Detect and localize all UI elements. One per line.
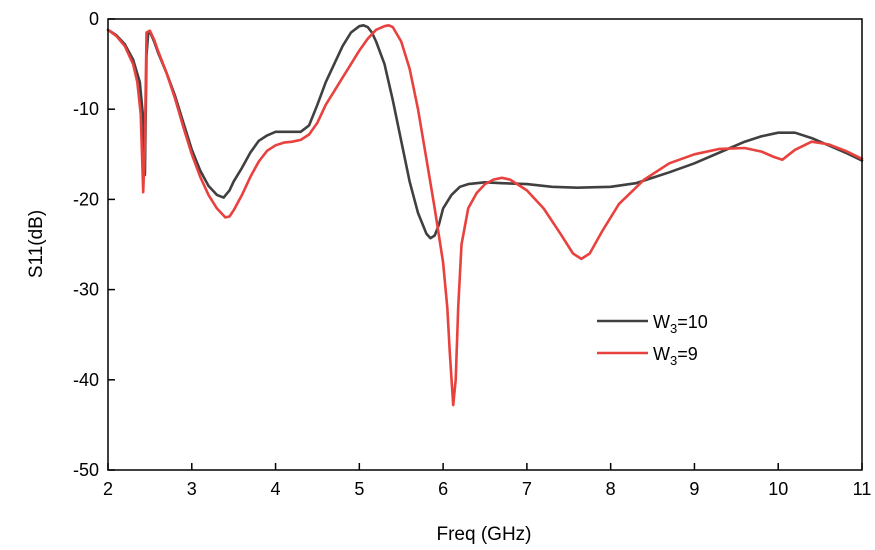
series-layer	[106, 23, 864, 407]
x-tick-label: 5	[354, 479, 364, 499]
legend-label-2: W3=9	[653, 344, 698, 368]
x-tick-label: 4	[271, 479, 281, 499]
plot-frame	[107, 18, 863, 471]
x-tick-label: 2	[103, 479, 113, 499]
x-tick-label: 7	[522, 479, 532, 499]
series-line-1	[106, 23, 864, 240]
y-tick-label: 0	[89, 9, 99, 29]
axes-layer	[107, 18, 863, 471]
legend-label-1: W3=10	[653, 312, 708, 336]
y-tick-label: -50	[73, 460, 99, 480]
x-tick-label: 11	[853, 479, 872, 499]
y-axis-title: S11(dB)	[26, 210, 47, 278]
y-tick-label: -30	[73, 280, 99, 300]
legend: W3=10 W3=9	[597, 312, 708, 368]
y-tick-label: -40	[73, 370, 99, 390]
x-tick-label: 8	[606, 479, 616, 499]
series-line-2	[106, 23, 864, 407]
x-tick-label: 3	[187, 479, 197, 499]
x-tick-label: 10	[768, 479, 788, 499]
tick-label-layer: 2 3 4 5 6 7 8 9 10 11 0 -10 -20 -30 -40 -50	[73, 9, 871, 499]
y-tick-label: -20	[73, 189, 99, 209]
x-tick-label: 6	[438, 479, 448, 499]
y-tick-label: -10	[73, 99, 99, 119]
x-tick-label: 9	[689, 479, 699, 499]
x-axis-title: Freq (GHz)	[437, 524, 532, 545]
